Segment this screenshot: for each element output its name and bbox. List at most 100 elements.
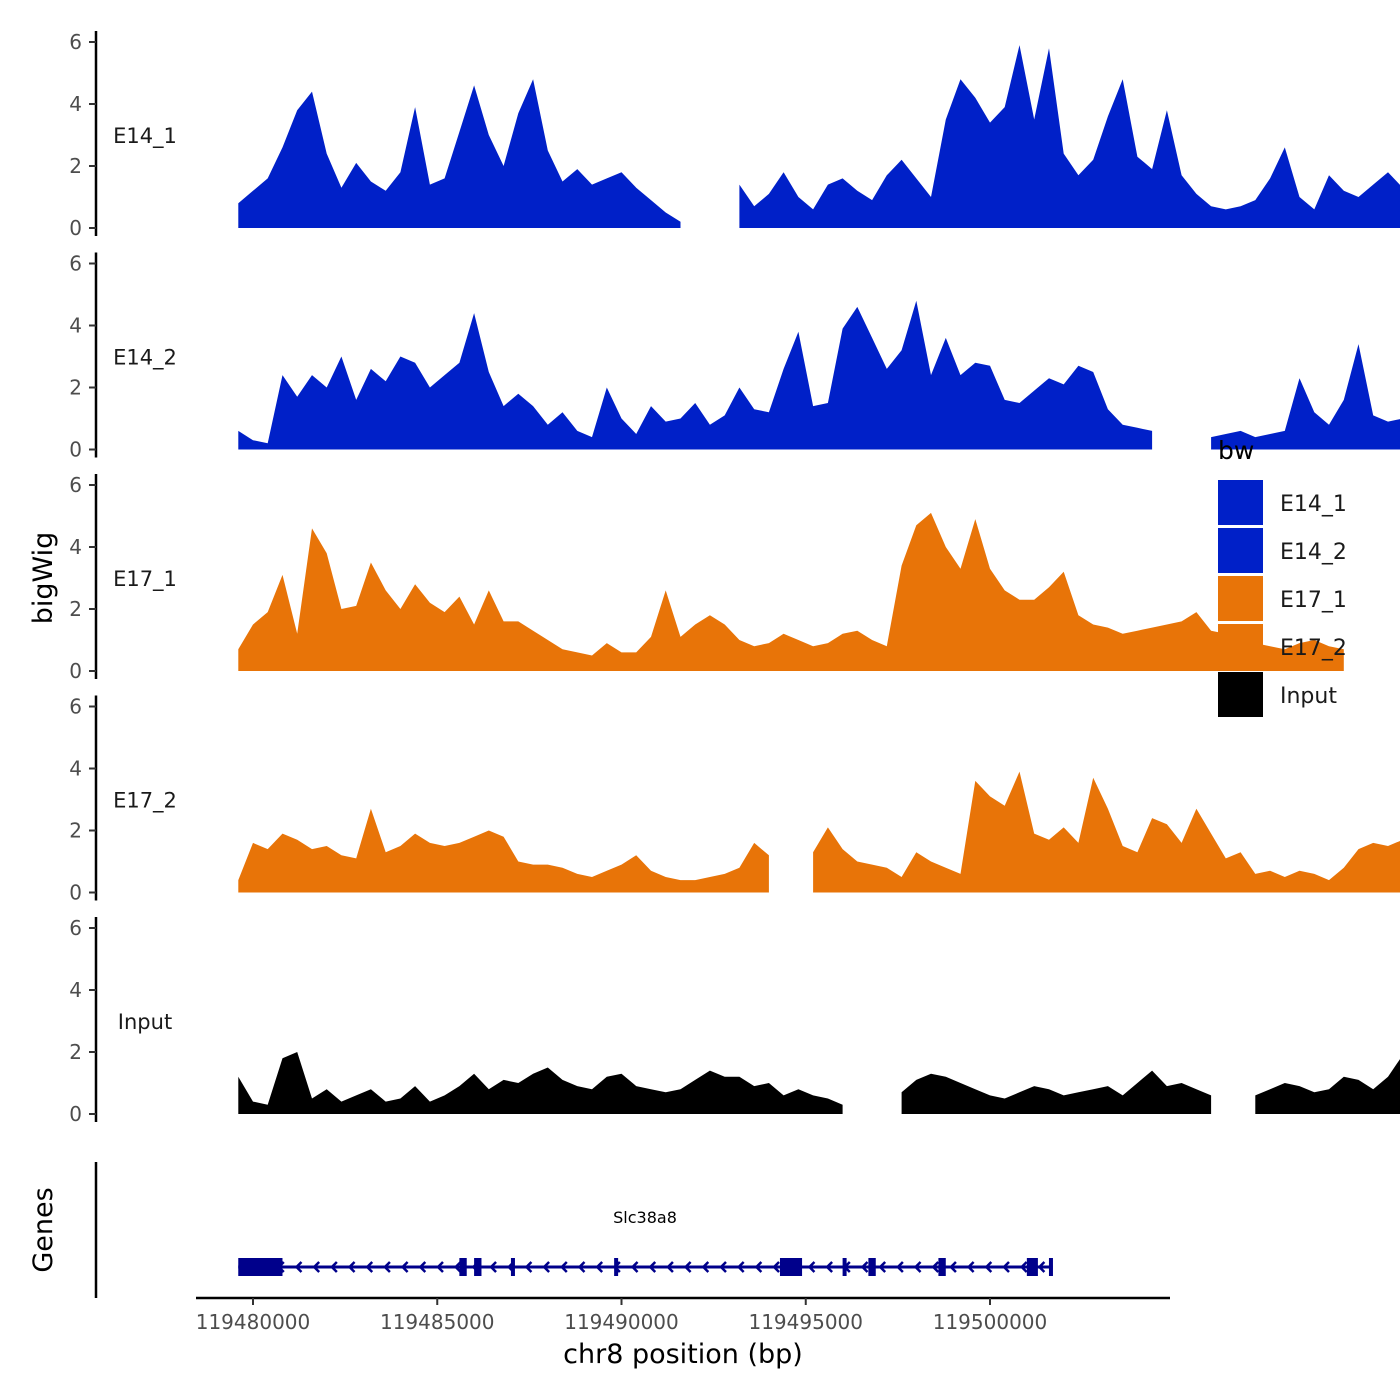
strand-arrow xyxy=(524,1261,533,1273)
signal-area-Input xyxy=(1255,1059,1400,1114)
x-axis-title: chr8 position (bp) xyxy=(563,1339,803,1370)
gene-exon xyxy=(459,1258,467,1276)
legend-swatch xyxy=(1218,624,1263,669)
strand-arrow xyxy=(984,1261,993,1273)
strand-arrow xyxy=(560,1261,568,1273)
strand-arrow xyxy=(736,1261,745,1273)
strand-arrow xyxy=(542,1261,550,1273)
gene-exon xyxy=(868,1258,876,1276)
strand-arrow xyxy=(630,1261,639,1273)
strand-arrow xyxy=(754,1261,763,1273)
gene-model xyxy=(238,1258,1053,1276)
gene-exon xyxy=(614,1258,619,1276)
y-tick-label: 0 xyxy=(69,216,82,240)
gene-label: Slc38a8 xyxy=(613,1208,677,1227)
strand-arrow xyxy=(595,1261,604,1273)
strand-arrow xyxy=(896,1261,904,1273)
y-tick-label: 2 xyxy=(69,597,82,621)
x-tick-label: 119485000 xyxy=(380,1310,495,1334)
signal-area-E17_2 xyxy=(813,771,1400,893)
legend-title: bw xyxy=(1218,436,1254,465)
y-tick-label: 0 xyxy=(69,438,82,462)
legend-label: E17_2 xyxy=(1280,636,1347,661)
legend-swatch xyxy=(1218,528,1263,573)
signal-area-E14_1 xyxy=(739,45,1400,228)
track-label: E14_1 xyxy=(113,124,177,149)
gene-exon xyxy=(510,1258,515,1276)
track-E14_2: 0 2 4 6 E14_2 xyxy=(69,252,1400,462)
legend-label: Input xyxy=(1280,684,1337,709)
y-tick-label: 0 xyxy=(69,659,82,683)
genes-panel: Slc38a8 xyxy=(94,1162,1053,1298)
signal-area-E14_2 xyxy=(238,300,1153,450)
y-tick-label: 4 xyxy=(69,757,82,781)
gene-exon xyxy=(1048,1258,1053,1276)
strand-arrow xyxy=(436,1261,444,1273)
strand-arrow xyxy=(966,1261,975,1273)
strand-arrow xyxy=(931,1261,940,1273)
y-tick-label: 0 xyxy=(69,1102,82,1126)
strand-arrow xyxy=(807,1261,816,1273)
strand-arrow xyxy=(648,1261,657,1273)
strand-arrow xyxy=(383,1261,391,1273)
strand-arrow xyxy=(453,1261,462,1273)
x-axis: 119480000 119485000 119490000 119495000 1195… xyxy=(196,1296,1170,1334)
strand-arrow xyxy=(1002,1261,1010,1273)
track-E17_2: 0 2 4 6 E17_2 xyxy=(69,695,1400,905)
x-tick-label: 119500000 xyxy=(933,1310,1048,1334)
strand-arrow xyxy=(1019,1261,1028,1273)
y-tick-label: 6 xyxy=(69,695,82,719)
y-tick-label: 2 xyxy=(69,1040,82,1064)
legend-label: E14_1 xyxy=(1280,492,1347,517)
legend-label: E14_2 xyxy=(1280,540,1347,565)
legend: bw E14_1 E14_2 E17_1 E17_2 Input xyxy=(1218,436,1347,717)
track-E17_1: 0 2 4 6 E17_1 xyxy=(69,473,1344,683)
signal-area-E17_1 xyxy=(238,512,1344,671)
strand-arrow xyxy=(683,1261,692,1273)
strand-arrow xyxy=(489,1261,497,1273)
y-axis-title: bigWig xyxy=(28,532,59,625)
y-tick-label: 2 xyxy=(69,819,82,843)
x-tick-label: 119480000 xyxy=(196,1310,311,1334)
signal-area-E14_2 xyxy=(1211,344,1400,450)
x-tick-label: 119490000 xyxy=(564,1310,679,1334)
gene-exon xyxy=(238,1258,283,1276)
signal-area-E14_1 xyxy=(238,79,681,228)
track-label: E17_1 xyxy=(113,567,177,592)
y-tick-label: 0 xyxy=(69,881,82,905)
track-label: Input xyxy=(118,1010,172,1034)
gene-exon xyxy=(1026,1258,1038,1276)
strand-arrow xyxy=(860,1261,869,1273)
strand-arrow xyxy=(294,1261,303,1273)
signal-area-E17_2 xyxy=(238,808,769,893)
track-E14_1: 0 2 4 6 E14_1 xyxy=(69,30,1400,240)
y-tick-label: 6 xyxy=(69,30,82,54)
track-label: E14_2 xyxy=(113,346,177,371)
y-tick-label: 2 xyxy=(69,376,82,400)
strand-arrow xyxy=(825,1261,834,1273)
strand-arrow xyxy=(1037,1261,1046,1273)
gene-exon xyxy=(474,1258,482,1276)
gene-exon xyxy=(842,1258,847,1276)
strand-arrow xyxy=(365,1261,374,1273)
signal-tracks: 0 2 4 6 E14_1 0 2 4 6 E14_2 0 2 4 6 E17_1 0 2 4 6 E17_2 0 2 4 6… xyxy=(69,30,1400,1126)
strand-arrow xyxy=(949,1261,957,1273)
strand-arrow xyxy=(878,1261,887,1273)
strand-arrow xyxy=(701,1261,710,1273)
genes-axis-title: Genes xyxy=(28,1187,59,1272)
strand-arrow xyxy=(418,1261,427,1273)
y-tick-label: 4 xyxy=(69,92,82,116)
strand-arrow xyxy=(913,1261,922,1273)
track-Input: 0 2 4 6 Input xyxy=(69,916,1400,1126)
legend-swatch xyxy=(1218,480,1263,525)
x-tick-label: 119495000 xyxy=(748,1310,863,1334)
y-tick-label: 4 xyxy=(69,978,82,1002)
strand-arrow xyxy=(312,1261,321,1273)
y-tick-label: 4 xyxy=(69,314,82,338)
legend-swatch xyxy=(1218,576,1263,621)
gene-exon xyxy=(938,1258,946,1276)
strand-arrow xyxy=(772,1261,780,1273)
signal-area-Input xyxy=(901,1070,1212,1114)
strand-arrow xyxy=(577,1261,586,1273)
